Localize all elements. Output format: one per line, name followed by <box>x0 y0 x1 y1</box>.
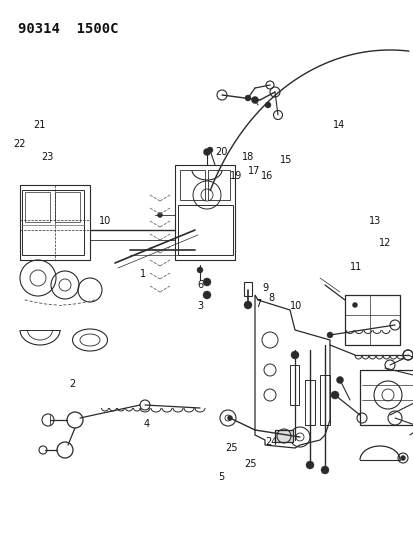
Text: 7: 7 <box>255 299 261 309</box>
Bar <box>304 380 314 425</box>
Bar <box>22 190 84 255</box>
Circle shape <box>264 102 271 108</box>
Text: 90314  1500C: 90314 1500C <box>18 22 118 36</box>
Circle shape <box>202 278 211 286</box>
Bar <box>180 170 204 200</box>
Text: 12: 12 <box>378 238 390 247</box>
Bar <box>207 170 230 200</box>
Text: 25: 25 <box>225 443 237 453</box>
Text: 22: 22 <box>13 139 26 149</box>
Text: 3: 3 <box>197 302 203 311</box>
Text: 13: 13 <box>368 216 380 226</box>
Bar <box>25 192 50 222</box>
Circle shape <box>197 267 202 273</box>
Bar <box>243 282 252 296</box>
Text: 16: 16 <box>260 171 273 181</box>
Text: 11: 11 <box>349 262 361 271</box>
Circle shape <box>157 213 162 217</box>
Bar <box>359 370 413 425</box>
Bar <box>178 205 233 255</box>
Bar <box>344 295 399 345</box>
Text: 23: 23 <box>41 152 54 162</box>
Circle shape <box>243 301 252 309</box>
Circle shape <box>244 95 250 101</box>
Circle shape <box>290 351 298 359</box>
Text: 18: 18 <box>242 152 254 162</box>
Bar <box>319 375 329 425</box>
Circle shape <box>203 149 210 156</box>
Circle shape <box>330 391 338 399</box>
Circle shape <box>351 303 357 308</box>
Bar <box>274 430 292 442</box>
Bar <box>289 365 298 405</box>
Text: 14: 14 <box>332 120 345 130</box>
Circle shape <box>206 147 212 153</box>
Text: 20: 20 <box>215 147 227 157</box>
Bar <box>55 192 80 222</box>
Circle shape <box>336 376 343 384</box>
Text: 2: 2 <box>69 379 76 389</box>
Text: 24: 24 <box>264 438 277 447</box>
Text: 8: 8 <box>268 294 273 303</box>
Text: 9: 9 <box>261 283 267 293</box>
Circle shape <box>320 466 328 474</box>
Text: 6: 6 <box>197 280 203 290</box>
Text: 5: 5 <box>218 472 224 482</box>
Circle shape <box>227 416 232 421</box>
Text: 1: 1 <box>140 270 145 279</box>
Circle shape <box>251 96 258 103</box>
Bar <box>175 165 235 260</box>
Text: 10: 10 <box>99 216 112 226</box>
Circle shape <box>326 332 332 338</box>
Circle shape <box>399 456 404 461</box>
Circle shape <box>202 291 211 299</box>
Text: 25: 25 <box>244 459 256 469</box>
Text: 17: 17 <box>248 166 260 175</box>
Text: 19: 19 <box>229 171 242 181</box>
Text: 10: 10 <box>289 302 301 311</box>
Text: 21: 21 <box>33 120 45 130</box>
Circle shape <box>305 461 313 469</box>
Text: 4: 4 <box>144 419 150 429</box>
Text: 15: 15 <box>279 155 291 165</box>
